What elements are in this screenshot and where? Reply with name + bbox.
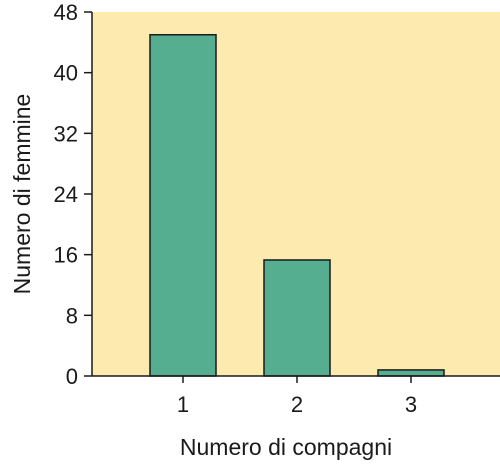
y-tick-label-40: 40 [54,61,78,86]
bar-1 [149,34,217,377]
y-tick-label-32: 32 [54,121,78,146]
x-tick-label-2: 2 [291,392,303,417]
y-tick-label-24: 24 [54,182,78,207]
y-tick-label-48: 48 [54,0,78,25]
x-tick-label-3: 3 [405,392,417,417]
x-tick-label-1: 1 [177,392,189,417]
bar-2 [263,259,331,377]
y-tick-label-8: 8 [66,303,78,328]
y-tick-label-16: 16 [54,243,78,268]
bar-3 [377,369,445,377]
y-axis-title: Numero di femmine [9,94,35,295]
x-axis-title: Numero di compagni [180,434,392,460]
y-tick-label-0: 0 [66,364,78,389]
ticks-layer: 0 8 16 24 32 40 48 1 2 3 [54,0,418,417]
bars-layer [149,34,445,377]
